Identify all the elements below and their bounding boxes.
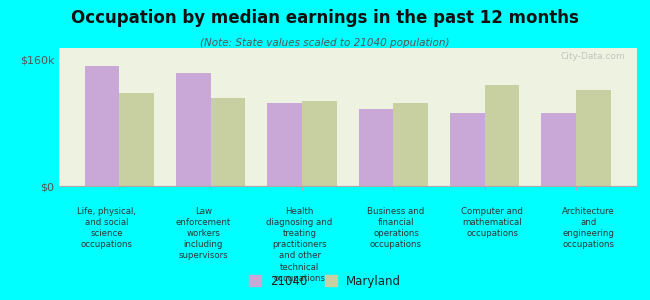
Text: City-Data.com: City-Data.com [561, 52, 625, 61]
Bar [485, 85, 519, 186]
Bar [393, 103, 428, 186]
Bar [576, 90, 611, 186]
Bar [120, 93, 154, 186]
Bar [450, 113, 485, 186]
Bar [176, 73, 211, 186]
Bar [84, 66, 120, 186]
Legend: 21040, Maryland: 21040, Maryland [245, 271, 405, 291]
Text: Life, physical,
and social
science
occupations: Life, physical, and social science occup… [77, 207, 136, 249]
Bar [541, 113, 576, 186]
Bar [302, 101, 337, 186]
Text: Health
diagnosing and
treating
practitioners
and other
technical
occupations: Health diagnosing and treating practitio… [266, 207, 333, 283]
Bar [359, 109, 393, 186]
Text: Business and
financial
operations
occupations: Business and financial operations occupa… [367, 207, 424, 249]
Text: Computer and
mathematical
occupations: Computer and mathematical occupations [462, 207, 523, 238]
Text: (Note: State values scaled to 21040 population): (Note: State values scaled to 21040 popu… [200, 38, 450, 47]
Text: Law
enforcement
workers
including
supervisors: Law enforcement workers including superv… [176, 207, 231, 260]
Bar [267, 103, 302, 186]
Text: Architecture
and
engineering
occupations: Architecture and engineering occupations [562, 207, 615, 249]
Text: Occupation by median earnings in the past 12 months: Occupation by median earnings in the pas… [71, 9, 579, 27]
Bar [211, 98, 246, 186]
